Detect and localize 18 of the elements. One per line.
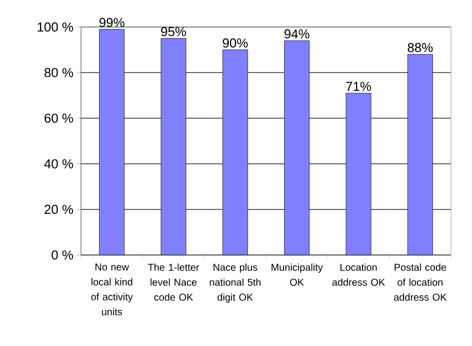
data-label: 95%	[161, 27, 186, 36]
data-label: 94%	[284, 29, 310, 38]
data-label: 99%	[99, 18, 124, 28]
x-tick-label: Municipality OK	[272, 264, 323, 286]
y-tick-label: 0 %	[52, 250, 74, 260]
y-tick-label: 100 %	[38, 22, 74, 32]
x-tick-label: Postal code of location address OK	[394, 264, 447, 301]
x-tick-label: Location address OK	[332, 264, 385, 286]
y-tick-label: 20 %	[44, 204, 74, 214]
x-tick-label: The 1-letter level Nace code OK	[148, 264, 200, 301]
y-tick-label: 60 %	[44, 114, 74, 123]
x-tick-label: Nace plus national 5th digit OK	[210, 264, 261, 303]
data-label: 71%	[346, 82, 372, 91]
data-label: 90%	[222, 38, 248, 48]
x-tick-label: No new local kind of activity units	[91, 264, 133, 316]
data-label: 88%	[408, 42, 433, 52]
y-tick-label: 80 %	[44, 68, 74, 78]
y-tick-label: 40 %	[44, 159, 74, 168]
